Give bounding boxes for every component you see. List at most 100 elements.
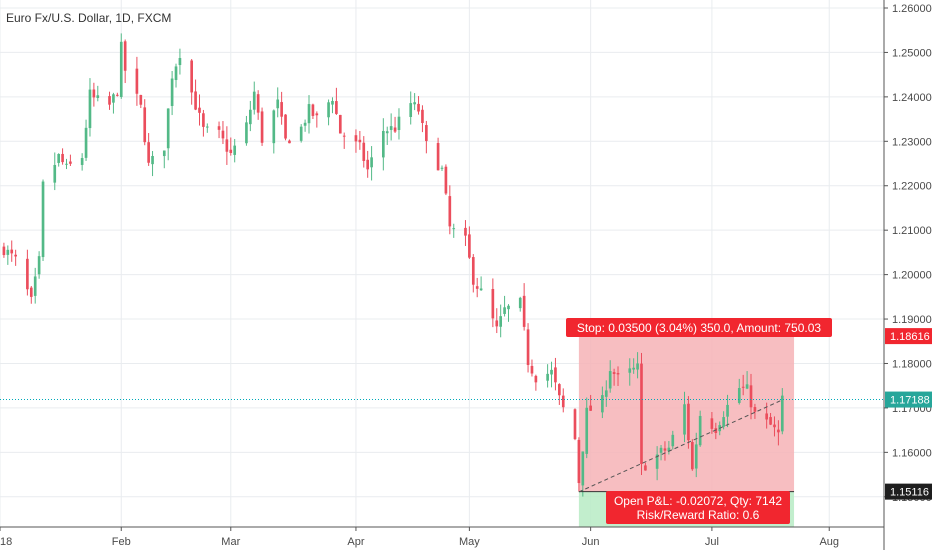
candle-up[interactable] xyxy=(507,304,510,322)
candle-up[interactable] xyxy=(96,85,100,102)
candle-down[interactable] xyxy=(561,388,565,413)
candle-down[interactable] xyxy=(436,137,440,171)
candle-down[interactable] xyxy=(741,374,745,396)
candle-down[interactable] xyxy=(10,240,14,262)
candle-down[interactable] xyxy=(644,462,647,471)
candle-down[interactable] xyxy=(687,396,690,449)
candle-down[interactable] xyxy=(495,308,499,334)
candle-down[interactable] xyxy=(573,408,577,441)
candle-up[interactable] xyxy=(6,245,10,265)
candle-down[interactable] xyxy=(311,103,315,119)
candle-up[interactable] xyxy=(299,124,303,143)
candle-down[interactable] xyxy=(190,59,193,105)
candle-up[interactable] xyxy=(84,119,88,161)
candle-up[interactable] xyxy=(249,100,252,132)
candle-down[interactable] xyxy=(14,249,17,266)
time-axis[interactable]: 2018 Feb Mar Apr May Jun Jul Aug xyxy=(0,527,839,548)
candle-up[interactable] xyxy=(667,441,671,455)
candle-down[interactable] xyxy=(123,39,127,84)
candle-down[interactable] xyxy=(342,132,346,149)
candle-up[interactable] xyxy=(162,150,166,169)
candle-down[interactable] xyxy=(280,91,283,125)
candle-up[interactable] xyxy=(550,361,553,388)
candle-down[interactable] xyxy=(2,242,6,258)
candle-up[interactable] xyxy=(65,158,68,170)
candle-down[interactable] xyxy=(691,439,694,471)
candle-up[interactable] xyxy=(632,358,635,374)
candle-down[interactable] xyxy=(26,249,29,296)
candle-down[interactable] xyxy=(69,154,72,167)
candle-down[interactable] xyxy=(522,283,526,331)
candle-down[interactable] xyxy=(362,136,366,168)
candle-down[interactable] xyxy=(616,366,620,386)
candle-down[interactable] xyxy=(354,129,358,153)
candle-down[interactable] xyxy=(202,109,205,137)
candle-up[interactable] xyxy=(413,93,416,111)
candle-up[interactable] xyxy=(174,63,178,88)
candle-down[interactable] xyxy=(335,87,338,115)
candle-up[interactable] xyxy=(57,153,61,167)
candle-up[interactable] xyxy=(170,70,174,116)
candle-up[interactable] xyxy=(737,378,741,405)
candle-up[interactable] xyxy=(307,95,311,134)
candle-down[interactable] xyxy=(425,120,428,154)
candle-down[interactable] xyxy=(471,254,475,293)
candle-up[interactable] xyxy=(303,119,307,132)
candle-down[interactable] xyxy=(198,94,201,126)
candle-down[interactable] xyxy=(491,278,495,328)
candle-down[interactable] xyxy=(468,226,471,259)
candle-up[interactable] xyxy=(381,118,385,171)
candle-down[interactable] xyxy=(366,150,370,178)
candle-up[interactable] xyxy=(370,146,373,181)
candle-down[interactable] xyxy=(753,403,757,419)
candle-down[interactable] xyxy=(444,164,448,196)
candle-up[interactable] xyxy=(546,364,549,388)
candle-up[interactable] xyxy=(694,432,698,478)
candle-up[interactable] xyxy=(389,113,393,141)
candle-down[interactable] xyxy=(139,94,143,109)
candle-down[interactable] xyxy=(417,96,420,115)
candle-down[interactable] xyxy=(143,99,147,146)
candle-up[interactable] xyxy=(503,295,506,317)
candle-down[interactable] xyxy=(749,373,753,420)
candle-down[interactable] xyxy=(589,394,592,411)
candle-up[interactable] xyxy=(272,109,276,154)
candle-down[interactable] xyxy=(338,114,342,134)
candle-down[interactable] xyxy=(773,416,776,437)
candle-up[interactable] xyxy=(683,391,686,443)
candle-up[interactable] xyxy=(178,48,182,75)
candle-down[interactable] xyxy=(554,357,557,391)
candle-up[interactable] xyxy=(698,410,702,447)
candle-down[interactable] xyxy=(225,126,229,165)
candle-up[interactable] xyxy=(726,394,729,428)
candle-up[interactable] xyxy=(581,451,585,497)
candle-up[interactable] xyxy=(780,388,784,435)
candle-down[interactable] xyxy=(135,56,139,106)
candle-up[interactable] xyxy=(331,97,334,114)
candle-up[interactable] xyxy=(80,153,84,171)
candle-up[interactable] xyxy=(245,115,248,146)
candle-down[interactable] xyxy=(448,185,452,235)
candle-down[interactable] xyxy=(92,82,96,107)
candle-down[interactable] xyxy=(714,422,718,440)
candle-down[interactable] xyxy=(284,114,287,141)
candle-up[interactable] xyxy=(452,223,456,238)
candle-down[interactable] xyxy=(530,359,534,377)
candle-down[interactable] xyxy=(393,116,397,134)
candle-down[interactable] xyxy=(640,352,643,476)
candle-down[interactable] xyxy=(229,137,233,156)
candle-down[interactable] xyxy=(194,79,197,111)
candle-up[interactable] xyxy=(385,126,389,145)
candle-up[interactable] xyxy=(88,78,92,137)
candle-up[interactable] xyxy=(722,411,725,430)
candle-up[interactable] xyxy=(659,445,663,461)
candle-up[interactable] xyxy=(327,99,330,126)
candle-down[interactable] xyxy=(221,121,225,145)
candle-down[interactable] xyxy=(147,133,150,166)
candle-up[interactable] xyxy=(409,91,413,125)
candle-up[interactable] xyxy=(636,352,639,379)
candle-up[interactable] xyxy=(397,108,401,140)
candle-down[interactable] xyxy=(260,107,264,146)
candle-down[interactable] xyxy=(116,92,119,97)
candle-up[interactable] xyxy=(233,138,237,163)
